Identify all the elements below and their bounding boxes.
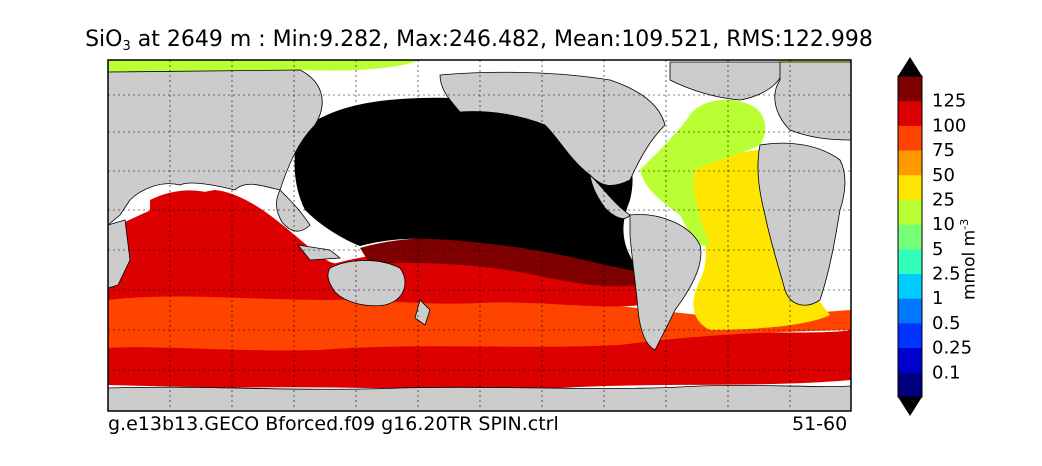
colorbar-segment [898,100,922,126]
years-label: 51-60 [792,413,848,435]
colorbar-segment [898,125,922,151]
colorbar-segment [898,174,922,200]
colorbar-unit-exponent: -3 [958,218,971,230]
arctic-band-10 [108,60,420,72]
pacific-band-100 [330,251,640,301]
title-subscript: 3 [122,39,131,54]
case-name: g.e13b13.GECO Bforced.f09 g16.20TR SPIN.… [108,413,559,435]
colorbar-segment [898,298,922,324]
indian-ocean-tongue-100 [150,190,290,280]
title-variable: SiO [85,27,123,52]
map-frame [107,59,852,412]
plot-title: SiO3 at 2649 m : Min:9.282, Max:246.482,… [0,27,958,54]
colorbar-tick-label: 50 [932,165,955,186]
colorbar-tick-label: 0.1 [932,362,961,383]
colorbar-over-arrow [898,57,922,76]
colorbar-tick-label: 1 [932,288,943,309]
title-stats: at 2649 m : Min:9.282, Max:246.482, Mean… [130,27,873,52]
colorbar-tick-label: 125 [932,91,966,112]
colorbar-segment [898,150,922,176]
colorbar-tick-label: 10 [932,214,955,235]
colorbar-tick-label: 25 [932,189,955,210]
colorbar-segment [898,199,922,225]
colorbar-tick-label: 0.5 [932,313,961,334]
colorbar-segment [898,248,922,275]
colorbar-segment [898,347,922,373]
colorbar-segment [898,322,922,349]
colorbar-tick-label: 75 [932,140,955,161]
colorbar-tick-label: 0.25 [932,338,972,359]
north-atlantic-band-10 [640,99,766,246]
colorbar-unit-label: mmol m-3 [958,218,980,300]
colorbar-under-arrow [898,397,922,416]
colorbar-segment [898,224,922,250]
gridlines [108,60,851,411]
colorbar-frame [897,75,923,398]
pacific-core-above-max [294,97,640,272]
colorbar-segment [898,372,922,398]
colorbar-tick-label: 100 [932,115,966,136]
southern-ocean-band-100 [108,330,851,390]
colorbar-unit-text: mmol m [959,229,980,300]
colorbar-tick-label: 5 [932,239,943,260]
colorbar-segment [898,273,922,299]
colorbar-segment [898,76,922,102]
colorbar-tick-label: 2.5 [932,264,961,285]
